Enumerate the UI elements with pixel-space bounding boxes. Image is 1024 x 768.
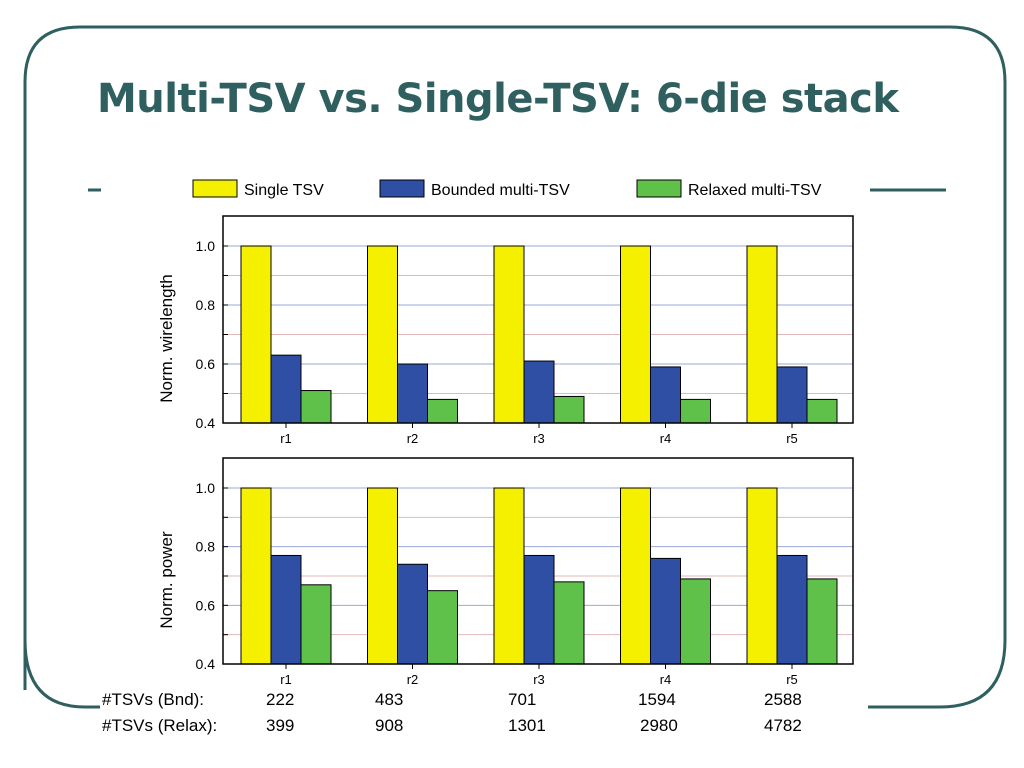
- power-plot-frame: [222, 457, 854, 665]
- legend-swatch-bounded-multi-tsv: [379, 179, 425, 198]
- power-x-tick-label: r3: [533, 672, 545, 687]
- tsv-count-table: #TSVs (Bnd): 222 483 701 1594 2588 #TSVs (Rela…: [0, 690, 1024, 750]
- frame-bottom-left-border: [23, 639, 100, 709]
- tsv-count-value: 222: [266, 690, 295, 709]
- tsv-count-value: 483: [375, 690, 404, 709]
- wirelength-x-tick-label: r1: [280, 431, 292, 446]
- wirelength-y-tick-label: 1.0: [196, 238, 216, 254]
- power-y-tick-label: 1.0: [196, 480, 216, 496]
- legend-label-single-tsv: Single TSV: [244, 182, 324, 199]
- wirelength-bar-r1-bounded-multi-tsv: [270, 354, 302, 424]
- power-x-tick-label: r2: [407, 672, 419, 687]
- power-bar-r5-bounded-multi-tsv: [776, 554, 808, 665]
- power-bar-r3-bounded-multi-tsv: [523, 554, 555, 665]
- wirelength-bar-r4-relaxed-multi-tsv: [680, 398, 711, 424]
- power-y-axis-label: Norm. power: [157, 531, 176, 629]
- wirelength-bar-r3-relaxed-multi-tsv: [553, 395, 585, 424]
- slide-title: Multi-TSV vs. Single-TSV: 6-die stack: [97, 76, 899, 122]
- legend-swatch-relaxed-multi-tsv: [636, 179, 682, 198]
- wirelength-y-tick-label: 0.8: [196, 297, 216, 313]
- power-bar-r2-bounded-multi-tsv: [397, 563, 428, 665]
- power-x-tick-label: r1: [280, 672, 292, 687]
- power-bar-r5-relaxed-multi-tsv: [806, 578, 838, 665]
- wirelength-bar-r5-relaxed-multi-tsv: [806, 398, 838, 424]
- power-bar-r4-bounded-multi-tsv: [650, 557, 681, 665]
- power-bar-r2-single-tsv: [367, 487, 398, 665]
- power-bar-r2-relaxed-multi-tsv: [427, 590, 458, 665]
- wirelength-bar-r5-single-tsv: [746, 245, 778, 424]
- wirelength-bar-r4-bounded-multi-tsv: [650, 366, 681, 424]
- power-y-tick-label: 0.6: [196, 597, 216, 613]
- wirelength-bar-r5-bounded-multi-tsv: [776, 366, 808, 424]
- wirelength-bar-r4-single-tsv: [620, 245, 651, 424]
- power-bar-r1-single-tsv: [240, 487, 272, 665]
- tsv-count-value: 1301: [508, 716, 546, 735]
- power-y-tick-label: 0.8: [196, 539, 216, 555]
- legend-swatch-single-tsv: [192, 179, 238, 198]
- power-bar-r1-relaxed-multi-tsv: [300, 584, 332, 665]
- chart-legend: Single TSV Bounded multi-TSV Relaxed multi…: [192, 179, 822, 199]
- tsv-count-value: 2980: [640, 716, 678, 735]
- wirelength-bar-r2-single-tsv: [367, 245, 398, 424]
- tsv-row-label: #TSVs (Bnd):: [102, 690, 205, 709]
- tsv-count-value: 2588: [764, 690, 802, 709]
- legend-label-relaxed-multi-tsv: Relaxed multi-TSV: [688, 182, 822, 199]
- tsv-count-value: 1594: [638, 690, 676, 709]
- tsv-count-value: 399: [266, 716, 295, 735]
- wirelength-bar-r1-relaxed-multi-tsv: [300, 390, 332, 424]
- wirelength-bar-r2-bounded-multi-tsv: [397, 363, 428, 424]
- wirelength-plot-frame: [222, 215, 854, 424]
- legend-label-bounded-multi-tsv: Bounded multi-TSV: [431, 182, 570, 199]
- tsv-count-value: 701: [508, 690, 537, 709]
- tsv-row-label: #TSVs (Relax):: [102, 716, 218, 735]
- power-bar-r1-bounded-multi-tsv: [270, 554, 302, 665]
- tsv-count-value: 4782: [764, 716, 802, 735]
- power-bar-r4-relaxed-multi-tsv: [680, 578, 711, 665]
- wirelength-x-tick-label: r3: [533, 431, 545, 446]
- power-bar-r3-single-tsv: [493, 487, 525, 665]
- wirelength-x-tick-label: r5: [786, 431, 798, 446]
- power-bar-r4-single-tsv: [620, 487, 651, 665]
- power-bar-r3-relaxed-multi-tsv: [553, 581, 585, 665]
- wirelength-chart: r1 r2 r3 r4 r5 0.4 0.6 0.8 1.0 Norm. wirelength: [157, 215, 854, 446]
- power-x-tick-label: r4: [660, 672, 672, 687]
- wirelength-y-tick-label: 0.6: [196, 356, 216, 372]
- power-y-tick-label: 0.4: [196, 656, 216, 672]
- wirelength-x-tick-label: r4: [660, 431, 672, 446]
- wirelength-bar-r1-single-tsv: [240, 245, 272, 424]
- wirelength-bar-r3-bounded-multi-tsv: [523, 360, 555, 424]
- power-chart: r1 r2 r3 r4 r5 0.4 0.6 0.8 1.0 Norm. power: [157, 457, 854, 687]
- wirelength-y-axis-label: Norm. wirelength: [157, 274, 176, 403]
- wirelength-x-tick-label: r2: [407, 431, 419, 446]
- frame-top-left-border: [23, 25, 1007, 709]
- wirelength-bar-r2-relaxed-multi-tsv: [427, 398, 458, 424]
- wirelength-bar-r3-single-tsv: [493, 245, 525, 424]
- tsv-count-value: 908: [375, 716, 404, 735]
- power-x-tick-label: r5: [786, 672, 798, 687]
- power-bar-r5-single-tsv: [746, 487, 778, 665]
- wirelength-y-tick-label: 0.4: [196, 415, 216, 431]
